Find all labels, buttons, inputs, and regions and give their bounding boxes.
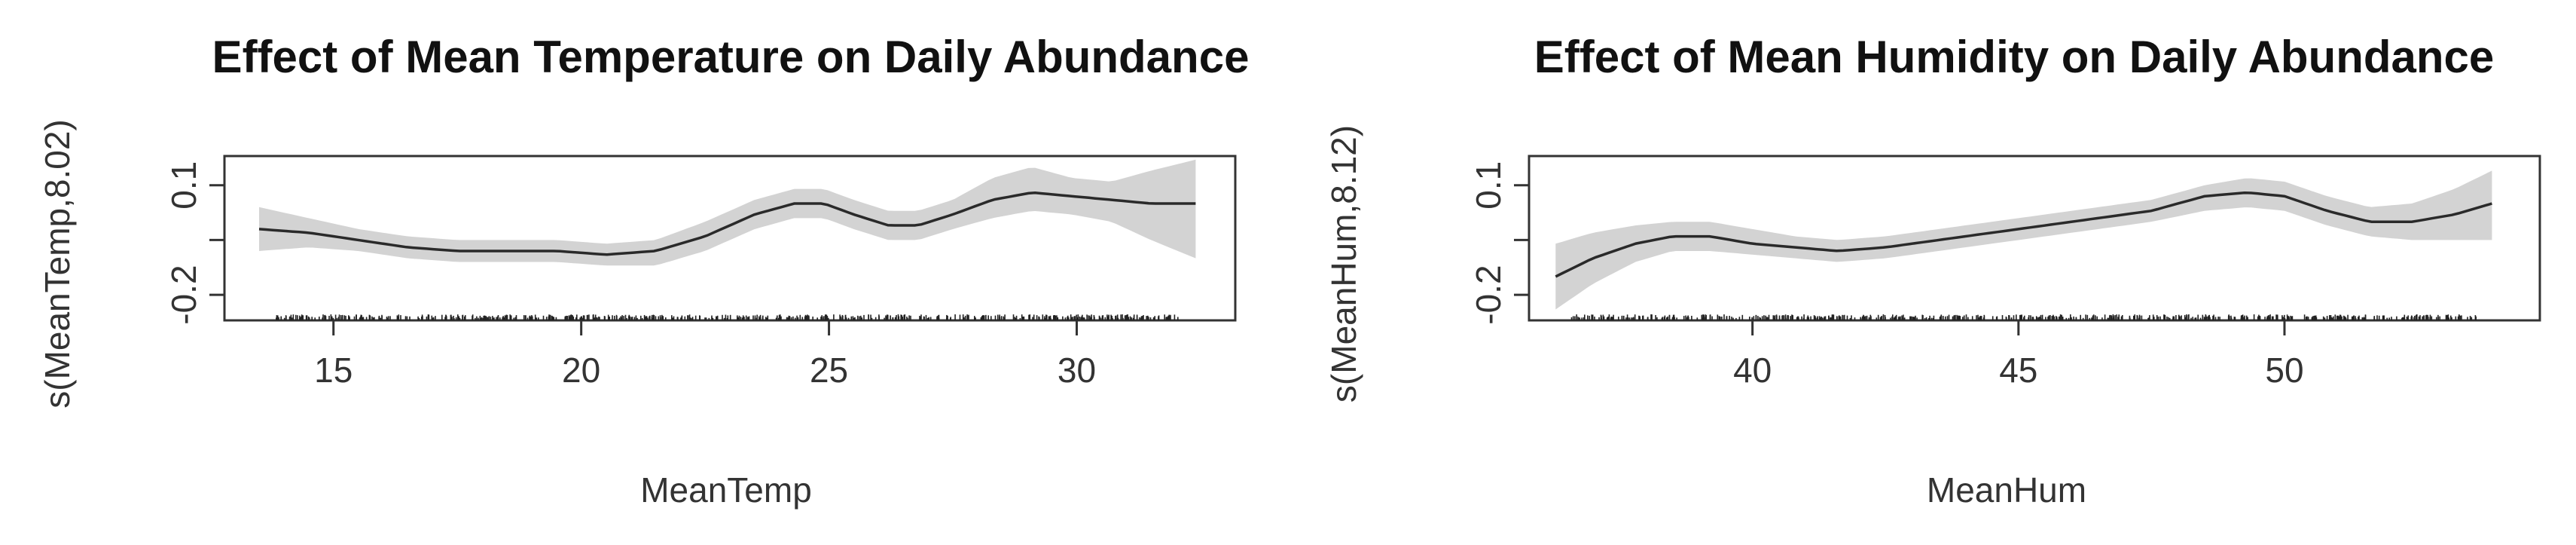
y-axis-label: s(MeanHum,8.12) — [1324, 125, 1363, 403]
rug-marks — [275, 314, 1179, 320]
rug-marks — [1570, 314, 2477, 320]
y-axis-label: s(MeanTemp,8.02) — [38, 119, 77, 409]
x-axis-label: MeanHum — [1927, 470, 2086, 510]
chart-title: Effect of Mean Temperature on Daily Abun… — [212, 32, 1250, 82]
smooth-fit-line — [1555, 191, 2492, 278]
y-tick-label: 0.1 — [164, 161, 203, 210]
humidity-panel: Effect of Mean Humidity on Daily Abundan… — [1324, 32, 2541, 510]
x-tick-label: 50 — [2265, 351, 2303, 390]
x-tick-label: 25 — [810, 351, 848, 390]
plot-frame — [1528, 155, 2541, 322]
chart-title: Effect of Mean Humidity on Daily Abundan… — [1534, 32, 2495, 82]
x-tick-label: 30 — [1058, 351, 1096, 390]
temperature-panel: Effect of Mean Temperature on Daily Abun… — [38, 32, 1249, 510]
x-tick-label: 40 — [1733, 351, 1772, 390]
confidence-band — [1555, 170, 2492, 310]
x-tick-label: 15 — [314, 351, 353, 390]
y-tick-label: -0.2 — [1469, 265, 1508, 324]
y-tick-label: 0.1 — [1469, 161, 1508, 210]
plot-layer: 40 45 50 -0.2 0.1 — [1469, 161, 2492, 390]
y-tick-label: -0.2 — [164, 265, 203, 324]
x-tick-label: 20 — [562, 351, 600, 390]
x-axis-label: MeanTemp — [640, 470, 812, 510]
x-tick-label: 45 — [1999, 351, 2037, 390]
plot-layer: 15 20 25 30 -0.2 0.1 — [164, 159, 1196, 390]
confidence-band — [259, 159, 1196, 266]
smooth-fit-line — [258, 191, 1196, 256]
